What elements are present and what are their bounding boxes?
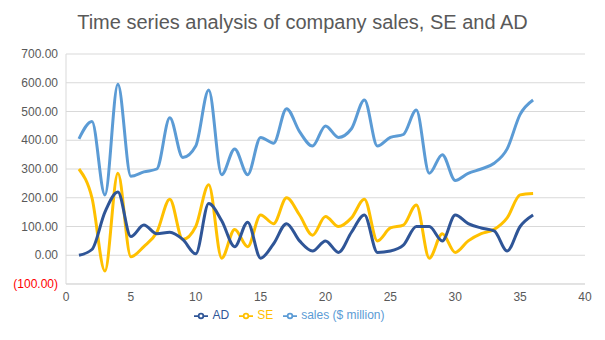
svg-text:10: 10 (189, 290, 203, 304)
svg-text:300.00: 300.00 (21, 162, 58, 176)
html-text:sales ($ million): sales ($ million) (301, 308, 385, 322)
svg-text:15: 15 (254, 290, 268, 304)
svg-text:0: 0 (63, 290, 70, 304)
svg-text:5: 5 (128, 290, 135, 304)
svg-text:(100.00): (100.00) (13, 277, 58, 291)
svg-text:30: 30 (449, 290, 463, 304)
svg-text:35: 35 (513, 290, 527, 304)
svg-text:40: 40 (578, 290, 592, 304)
html-text:SE: SE (257, 308, 274, 322)
svg-text:200.00: 200.00 (21, 191, 58, 205)
html-text:AD: AD (212, 308, 230, 322)
html-text:Time series analysis of compan: Time series analysis of company sales, S… (77, 11, 528, 33)
svg-text:500.00: 500.00 (21, 105, 58, 119)
svg-text:100.00: 100.00 (21, 220, 58, 234)
svg-text:25: 25 (384, 290, 398, 304)
svg-text:20: 20 (319, 290, 333, 304)
svg-text:0.00: 0.00 (35, 248, 59, 262)
svg-text:700.00: 700.00 (21, 47, 58, 61)
svg-text:600.00: 600.00 (21, 76, 58, 90)
svg-text:400.00: 400.00 (21, 133, 58, 147)
